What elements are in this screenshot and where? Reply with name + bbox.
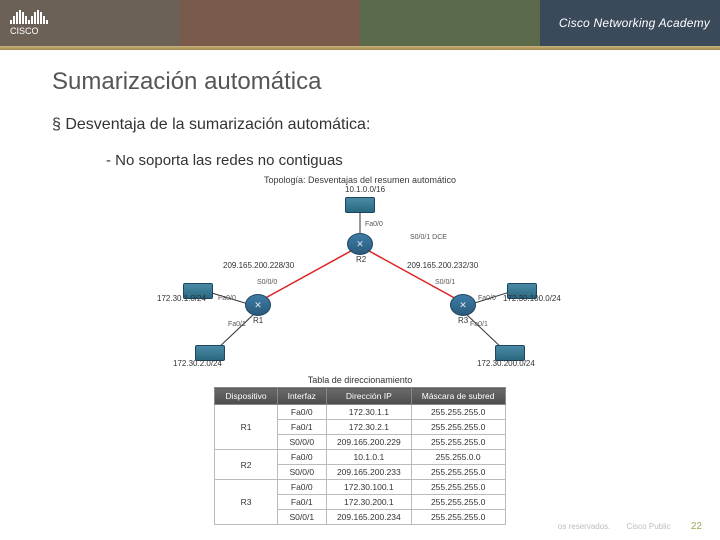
router-r2-icon (347, 233, 373, 255)
r1-fa01: Fa0/1 (228, 321, 246, 328)
page-number: 22 (691, 521, 702, 532)
th-mask: Máscara de subred (411, 388, 505, 405)
topology-stage: 10.1.0.0/16 R2 Fa0/0 S0/0/1 DCE 209.165.… (155, 191, 565, 371)
table-header-row: Dispositivo Interfaz Dirección IP Máscar… (215, 388, 505, 405)
r2-label: R2 (356, 255, 366, 264)
bullet-main: Desventaja de la sumarización automática… (52, 116, 668, 134)
cisco-bars-icon (10, 10, 48, 24)
address-table: Dispositivo Interfaz Dirección IP Máscar… (214, 387, 505, 525)
logo-text: CISCO (10, 26, 39, 36)
table-row: R3Fa0/0172.30.100.1255.255.255.0 (215, 480, 505, 495)
footer-public: Cisco Public (627, 522, 671, 531)
th-intf: Interfaz (277, 388, 326, 405)
slide-footer: os reservados. Cisco Public 22 (544, 521, 702, 532)
r2-fa00: Fa0/0 (365, 221, 383, 228)
net-left: 172.30.1.0/24 (157, 294, 206, 303)
topology-links (155, 191, 565, 371)
router-r3-icon (450, 294, 476, 316)
table-row: R2Fa0/010.1.0.1255.255.0.0 (215, 450, 505, 465)
bullet-sub: - No soporta las redes no contiguas (106, 152, 668, 169)
th-device: Dispositivo (215, 388, 277, 405)
topology-caption: Topología: Desventajas del resumen autom… (155, 175, 565, 185)
topology-figure: Topología: Desventajas del resumen autom… (155, 175, 565, 525)
router-r1-icon (245, 294, 271, 316)
table-row: R1Fa0/0172.30.1.1255.255.255.0 (215, 405, 505, 420)
net-bl: 172.30.2.0/24 (173, 359, 222, 368)
th-ip: Dirección IP (326, 388, 411, 405)
net-br: 172.30.200.0/24 (477, 359, 535, 368)
switch-top-icon (345, 197, 375, 213)
footer-rights: os reservados. (558, 522, 610, 531)
r1-fa00: Fa0/0 (218, 295, 236, 302)
net-top-label: 10.1.0.0/16 (345, 185, 385, 194)
top-banner: CISCO Cisco Networking Academy (0, 0, 720, 46)
r3-label: R3 (458, 316, 468, 325)
slide-body: Sumarización automática Desventaja de la… (0, 50, 720, 525)
r3-fa01: Fa0/1 (470, 321, 488, 328)
r1-s000: S0/0/0 (257, 279, 277, 286)
academy-label: Cisco Networking Academy (559, 16, 710, 30)
r3-s001: S0/0/1 (435, 279, 455, 286)
table-caption: Tabla de direccionamiento (155, 375, 565, 385)
r2-s001: S0/0/1 DCE (410, 234, 447, 241)
wan-left: 209.165.200.228/30 (223, 261, 294, 270)
page-title: Sumarización automática (52, 68, 668, 96)
net-right: 172.30.100.0/24 (503, 294, 561, 303)
r3-fa00: Fa0/0 (478, 295, 496, 302)
wan-right: 209.165.200.232/30 (407, 261, 478, 270)
cisco-logo: CISCO (10, 10, 48, 36)
r1-label: R1 (253, 316, 263, 325)
